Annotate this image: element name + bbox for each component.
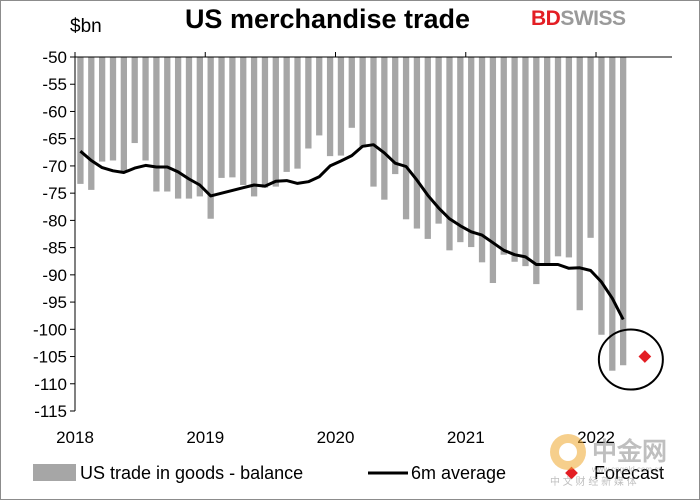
trade-balance-bar — [109, 57, 117, 161]
trade-balance-bar — [326, 57, 334, 157]
trade-balance-bar — [609, 57, 616, 371]
cngold-watermark: 中金网 www.cngold.com.cn 中 文 财 经 新 媒 体 — [550, 434, 667, 488]
watermark-url: www.cngold.com.cn — [591, 465, 663, 474]
y-tick-label: -90 — [42, 266, 67, 285]
trade-balance-bar — [196, 57, 203, 197]
legend-swatch-bars — [33, 464, 76, 481]
trade-balance-bar — [478, 57, 486, 263]
bdswiss-logo: BDSWISS — [531, 7, 626, 31]
trade-balance-bar — [511, 57, 518, 262]
trade-balance-bar — [316, 57, 323, 136]
y-tick-label: -55 — [42, 75, 67, 94]
trade-balance-bar — [218, 57, 225, 178]
y-axis-unit-label: $bn — [70, 16, 102, 37]
x-tick-label: 2021 — [447, 428, 485, 447]
trade-balance-bar — [120, 57, 127, 172]
x-tick-label: 2018 — [56, 428, 94, 447]
trade-balance-bar — [294, 57, 301, 169]
trade-balance-bar — [88, 57, 95, 190]
trade-balance-bar — [576, 57, 583, 311]
trade-balance-bar — [337, 57, 345, 156]
x-tick-label: 2022 — [577, 428, 615, 447]
watermark-tagline: 中 文 财 经 新 媒 体 — [550, 475, 637, 488]
trade-balance-bar — [272, 57, 279, 187]
trade-balance-bar — [142, 57, 149, 161]
y-tick-label: -100 — [33, 320, 67, 339]
y-tick-label: -65 — [42, 130, 67, 149]
trade-balance-bar — [402, 57, 410, 220]
trade-balance-bar — [131, 57, 138, 144]
trade-balance-bar — [283, 57, 290, 172]
trade-balance-bar — [164, 57, 171, 192]
trade-balance-bar — [435, 57, 442, 224]
y-tick-label: -115 — [34, 402, 67, 421]
trade-balance-bar — [424, 57, 431, 239]
y-tick-label: -110 — [34, 375, 67, 394]
trade-balance-bar — [381, 57, 388, 200]
trade-balance-bar — [489, 57, 497, 284]
trade-balance-bar — [348, 57, 355, 128]
trade-balance-bar — [229, 57, 236, 178]
x-tick-label: 2020 — [317, 428, 355, 447]
trade-balance-bar — [240, 57, 247, 185]
trade-balance-bar — [565, 57, 573, 258]
trade-balance-bar — [500, 57, 507, 255]
trade-balance-bar — [620, 57, 627, 366]
trade-balance-bar — [250, 57, 258, 197]
trade-balance-bar — [174, 57, 182, 199]
trade-balance-bar — [468, 57, 475, 248]
trade-balance-bar — [153, 57, 160, 192]
six-month-average-line — [79, 143, 625, 321]
trade-balance-bar — [392, 57, 399, 175]
trade-balance-bar — [522, 57, 529, 267]
trade-balance-bar — [446, 57, 453, 251]
trade-balance-bar — [457, 57, 464, 243]
watermark-coin-inner-icon — [559, 443, 577, 461]
logo-swiss-text: SWISS — [560, 7, 626, 30]
y-tick-label: -50 — [42, 48, 67, 67]
y-tick-label: -80 — [42, 211, 67, 230]
trade-balance-bar — [261, 57, 269, 188]
trade-balance-bar — [544, 57, 551, 264]
trade-balance-bar — [207, 57, 214, 219]
legend-label-bars: US trade in goods - balance — [80, 463, 303, 483]
trade-balance-bar — [185, 57, 193, 199]
legend-label-forecast: Forecast — [594, 463, 664, 483]
logo-bd-text: BD — [531, 7, 561, 30]
watermark-name: 中金网 — [592, 437, 667, 466]
trade-balance-bar — [370, 57, 377, 187]
forecast-highlight-circle — [597, 328, 664, 391]
trade-balance-bar — [533, 57, 540, 285]
y-tick-label: -75 — [42, 184, 67, 203]
trade-balance-bar — [587, 57, 594, 238]
y-tick-label: -105 — [33, 348, 67, 367]
y-tick-label: -95 — [42, 293, 67, 312]
forecast-point — [638, 350, 652, 363]
trade-balance-bar — [98, 57, 106, 162]
x-tick-label: 2019 — [186, 428, 224, 447]
trade-balance-bar — [359, 57, 366, 148]
trade-balance-bar — [598, 57, 605, 335]
legend-label-line: 6m average — [411, 463, 506, 483]
y-tick-label: -70 — [42, 157, 67, 176]
trade-balance-bar — [77, 57, 84, 184]
chart-title: US merchandise trade — [184, 4, 471, 34]
trade-balance-bar — [305, 57, 312, 149]
y-tick-label: -85 — [42, 239, 67, 258]
trade-balance-bar — [413, 57, 421, 229]
y-tick-label: -60 — [42, 102, 67, 121]
trade-balance-bar — [554, 57, 562, 257]
